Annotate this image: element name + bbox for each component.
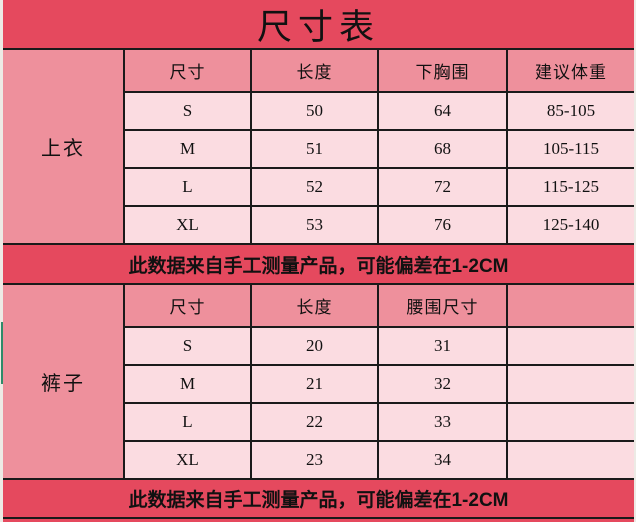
- page-title: 尺寸表: [3, 0, 634, 48]
- value-cell: 50: [252, 93, 377, 129]
- size-cell: L: [125, 169, 250, 205]
- value-cell: 22: [252, 404, 377, 440]
- value-cell: 64: [379, 93, 506, 129]
- column-header-waist: 腰围尺寸: [379, 285, 506, 326]
- left-edge-green-strip: [1, 322, 3, 384]
- red-tail-strip: [3, 519, 634, 522]
- value-cell: 105-115: [508, 131, 634, 167]
- value-cell: 125-140: [508, 207, 634, 243]
- size-chart-table: 尺寸表 上衣 尺寸 长度 下胸围 建议体重 S 50 64 85-105 M 5…: [3, 0, 634, 522]
- value-cell: 23: [252, 442, 377, 478]
- value-cell: 31: [379, 328, 506, 364]
- value-cell-empty: [508, 328, 634, 364]
- value-cell: 85-105: [508, 93, 634, 129]
- value-cell: 20: [252, 328, 377, 364]
- measurement-disclaimer: 此数据来自手工测量产品，可能偏差在1-2CM: [3, 480, 634, 517]
- value-cell: 53: [252, 207, 377, 243]
- size-chart-grid: 尺寸表 上衣 尺寸 长度 下胸围 建议体重 S 50 64 85-105 M 5…: [3, 0, 634, 517]
- size-cell: S: [125, 328, 250, 364]
- column-header-length: 长度: [252, 50, 377, 91]
- value-cell: 21: [252, 366, 377, 402]
- column-header-underbust: 下胸围: [379, 50, 506, 91]
- size-cell: XL: [125, 442, 250, 478]
- size-cell: XL: [125, 207, 250, 243]
- value-cell: 115-125: [508, 169, 634, 205]
- size-cell: M: [125, 366, 250, 402]
- table-bottom-border: [3, 517, 634, 519]
- value-cell: 68: [379, 131, 506, 167]
- category-cell-pants: 裤子: [3, 285, 123, 478]
- measurement-disclaimer: 此数据来自手工测量产品，可能偏差在1-2CM: [3, 245, 634, 283]
- column-header-length: 长度: [252, 285, 377, 326]
- column-header-empty: [508, 285, 634, 326]
- category-cell-tops: 上衣: [3, 50, 123, 243]
- value-cell: 34: [379, 442, 506, 478]
- value-cell: 51: [252, 131, 377, 167]
- column-header-size: 尺寸: [125, 50, 250, 91]
- value-cell: 52: [252, 169, 377, 205]
- value-cell: 32: [379, 366, 506, 402]
- value-cell-empty: [508, 404, 634, 440]
- size-cell: M: [125, 131, 250, 167]
- value-cell-empty: [508, 442, 634, 478]
- column-header-suggested-weight: 建议体重: [508, 50, 634, 91]
- value-cell: 76: [379, 207, 506, 243]
- size-cell: L: [125, 404, 250, 440]
- value-cell: 33: [379, 404, 506, 440]
- value-cell: 72: [379, 169, 506, 205]
- size-cell: S: [125, 93, 250, 129]
- value-cell-empty: [508, 366, 634, 402]
- column-header-size: 尺寸: [125, 285, 250, 326]
